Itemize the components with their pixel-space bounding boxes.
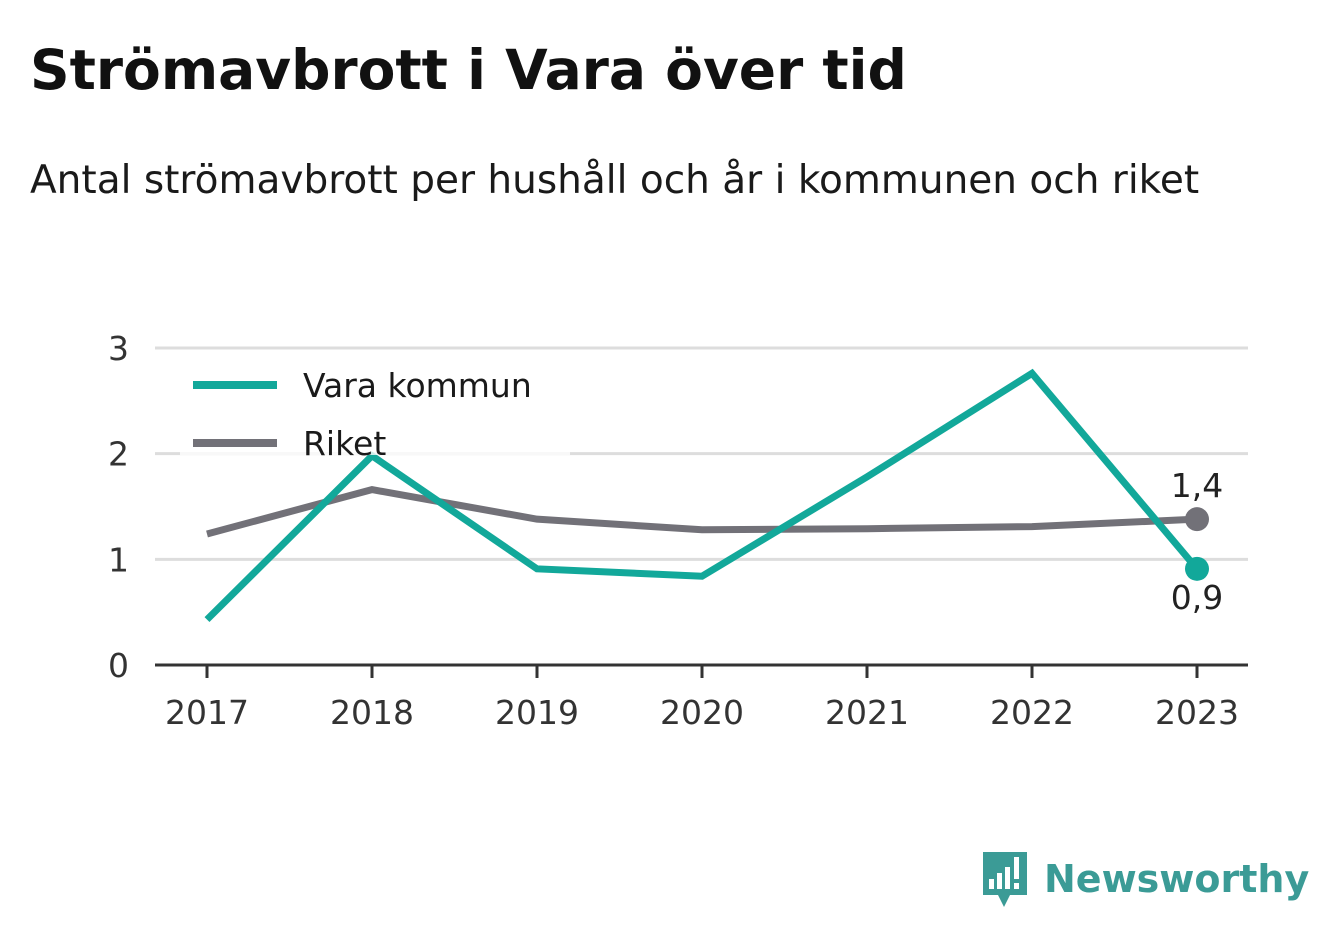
y-tick-label: 3 (108, 329, 129, 368)
x-axis-ticks: 2017 2018 2019 2020 2021 2022 2023 (165, 665, 1239, 732)
x-tick-label: 2018 (330, 693, 414, 732)
y-axis-labels: 0 1 2 3 (108, 329, 129, 685)
end-value-label: 1,4 (1171, 466, 1223, 505)
x-tick-label: 2019 (495, 693, 579, 732)
y-tick-label: 2 (108, 435, 129, 474)
x-tick-label: 2023 (1155, 693, 1239, 732)
newsworthy-logo-icon (983, 852, 1027, 907)
chart-subtitle: Antal strömavbrott per hushåll och år i … (30, 158, 1200, 203)
brand-name: Newsworthy (1044, 857, 1310, 901)
x-tick-label: 2021 (825, 693, 909, 732)
end-value-label: 0,9 (1171, 578, 1223, 617)
legend-background (180, 355, 570, 455)
series-line-riket (206, 486, 1198, 538)
legend-label: Vara kommun (303, 366, 532, 405)
series-lines (204, 368, 1200, 623)
end-marker (1185, 507, 1209, 532)
x-tick-label: 2022 (990, 693, 1074, 732)
end-marker (1185, 556, 1209, 581)
x-tick-label: 2017 (165, 693, 249, 732)
end-markers: 0,9 1,4 (1171, 466, 1223, 617)
y-tick-label: 1 (108, 540, 129, 579)
legend-label: Riket (303, 424, 386, 463)
chart-title: Strömavbrott i Vara över tid (30, 38, 907, 102)
legend: Vara kommun Riket (180, 355, 570, 463)
y-tick-label: 0 (108, 646, 129, 685)
series-line-vara-kommun (204, 368, 1200, 623)
newsworthy-brand: Newsworthy (980, 848, 1309, 910)
x-tick-label: 2020 (660, 693, 744, 732)
